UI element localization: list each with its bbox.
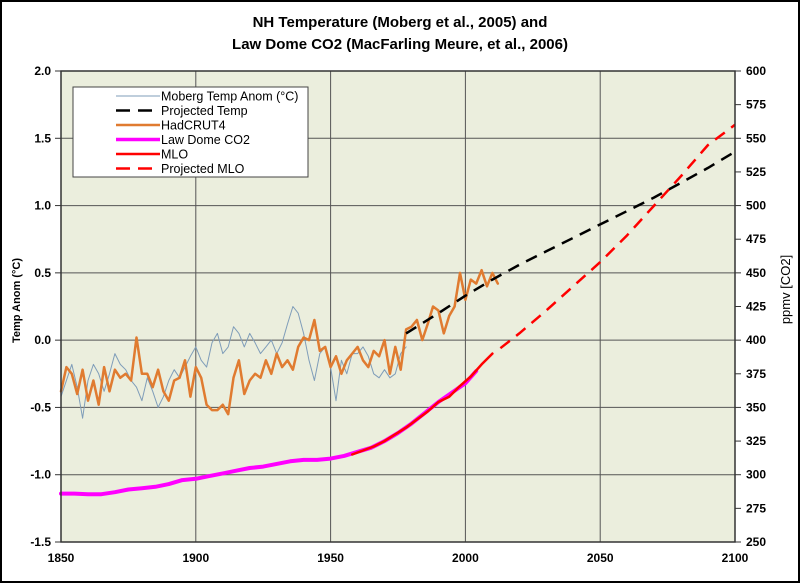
x-tick-label: 2100 [722,551,749,565]
y-tick-label: 2.0 [34,64,51,78]
legend-label: Moberg Temp Anom (°C) [161,90,298,104]
chart-title-line-1: NH Temperature (Moberg et al., 2005) and [253,14,548,31]
y-tick-label: -1.0 [30,468,51,482]
series-line-mlo [350,352,494,456]
x-tick-label: 1900 [182,551,209,565]
legend-box [72,86,309,178]
y2-tick-label: 525 [746,165,766,179]
chart-title-line-2: Law Dome CO2 (MacFarling Meure, et al., … [232,36,568,53]
series-layer [59,123,736,497]
y-tick-label: 1.0 [34,199,51,213]
legend-label: MLO [161,148,188,162]
y2-tick-label: 425 [746,300,766,314]
y-tick-label: 0.0 [34,333,51,347]
x-tick-label: 2050 [587,551,614,565]
y2-tick-label: 375 [746,367,766,381]
y-tick-label: 1.5 [34,131,51,145]
x-tick-label: 1850 [48,551,75,565]
series-line-projected-temp [405,150,736,335]
y2-tick-label: 600 [746,64,766,78]
y2-tick-label: 400 [746,333,766,347]
y2-tick-label: 475 [746,232,766,246]
legend: Moberg Temp Anom (°C)Projected TempHadCR… [72,86,309,178]
y-tick-label: -0.5 [30,400,51,414]
y2-axis-label: ppmv [CO2] [778,255,793,324]
x-tick-label: 1950 [317,551,344,565]
legend-label: HadCRUT4 [161,119,226,133]
y2-tick-label: 300 [746,468,766,482]
y2-tick-label: 250 [746,535,766,549]
y-tick-label: -1.5 [30,535,51,549]
y2-tick-label: 550 [746,131,766,145]
y2-tick-label: 325 [746,434,766,448]
legend-label: Projected MLO [161,162,245,176]
series-line-moberg-temp-anom-c [60,306,407,419]
y2-tick-label: 450 [746,266,766,280]
legend-label: Law Dome CO2 [161,133,250,147]
y-axis-label: Temp Anom (°C) [11,258,23,343]
series-line-hadcrut4 [59,268,500,416]
axis-ticks: 1850 1900 1950 2000 2050 2100 2.0 1.5 1.0 0.5 0.0 -… [30,64,766,565]
y2-tick-label: 575 [746,98,766,112]
y2-tick-label: 350 [746,400,766,414]
y-tick-label: 0.5 [34,266,51,280]
series-line-projected-mlo [499,123,736,350]
legend-label: Projected Temp [161,104,248,118]
y2-tick-label: 500 [746,199,766,213]
x-tick-label: 2000 [452,551,479,565]
y2-tick-label: 275 [746,501,766,515]
